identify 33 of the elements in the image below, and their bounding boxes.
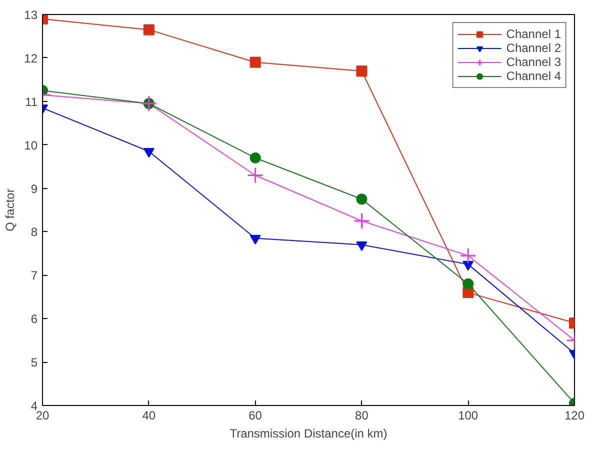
x-tick-label: 80 (355, 408, 369, 422)
x-tick-label: 100 (458, 408, 478, 422)
y-tick-label: 6 (30, 312, 38, 326)
x-tick-label: 20 (36, 408, 50, 422)
y-tick-label: 12 (24, 51, 38, 66)
y-tick-label: 10 (24, 138, 38, 152)
point (250, 152, 261, 164)
y-tick-label: 11 (25, 94, 38, 109)
point (356, 65, 368, 76)
y-tick-label: 8 (30, 225, 38, 240)
y-tick-label: 13 (24, 8, 38, 22)
point (250, 56, 261, 68)
y-tick-label: 4 (30, 399, 38, 413)
point (247, 166, 264, 184)
x-axis-title: Transmission Distance(in km) (230, 426, 388, 440)
legend-label: Channel 4 (506, 69, 561, 83)
y-tick-label: 5 (30, 356, 38, 370)
point (250, 234, 261, 245)
x-tick-label: 120 (564, 408, 585, 422)
point (462, 278, 474, 290)
legend-label: Channel 3 (506, 55, 561, 69)
point (356, 241, 368, 252)
point (353, 212, 370, 230)
x-tick-label: 40 (142, 408, 156, 422)
legend-label: Channel 2 (506, 41, 561, 55)
y-tick-label: 9 (30, 182, 38, 196)
legend-label: Channel 1 (506, 27, 561, 41)
point (462, 260, 474, 271)
y-tick-label: 7 (30, 268, 38, 283)
point (460, 247, 476, 264)
point (356, 194, 368, 205)
y-axis-title: Q factor (3, 188, 18, 232)
x-tick-label: 60 (248, 408, 262, 422)
